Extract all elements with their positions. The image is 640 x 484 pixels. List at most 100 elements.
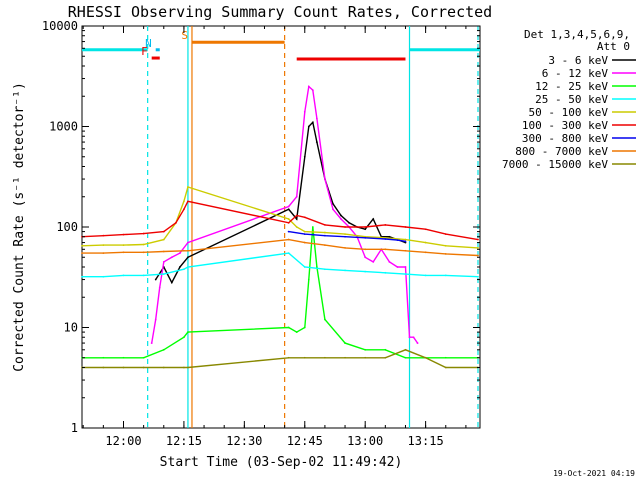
series-7-point-11 bbox=[364, 248, 367, 251]
series-1-point-21 bbox=[388, 260, 391, 263]
series-2-point-15 bbox=[364, 348, 367, 351]
series-5-point-16 bbox=[424, 228, 427, 231]
series-8-point-7 bbox=[287, 356, 290, 359]
series-7-point-4 bbox=[162, 250, 165, 253]
series-8-point-12 bbox=[384, 356, 387, 359]
series-line-4 bbox=[81, 186, 479, 249]
series-0-point-16 bbox=[364, 228, 367, 231]
series-4-point-0 bbox=[81, 244, 83, 247]
y-tick-label: 1000 bbox=[49, 120, 78, 134]
series-8-point-3 bbox=[142, 366, 145, 369]
series-7-point-7 bbox=[287, 238, 290, 241]
series-7-point-9 bbox=[324, 244, 326, 247]
series-2-point-3 bbox=[142, 356, 145, 359]
series-8-point-5 bbox=[183, 366, 185, 369]
series-5-point-15 bbox=[404, 226, 407, 228]
series-2-point-13 bbox=[324, 318, 326, 321]
series-line-5 bbox=[81, 200, 479, 241]
footer-timestamp: 19-Oct-2021 04:19 bbox=[553, 469, 635, 478]
y-tick-label: 100 bbox=[56, 220, 78, 234]
series-5-point-4 bbox=[162, 230, 165, 233]
series-6-point-0 bbox=[287, 230, 290, 233]
series-8-point-1 bbox=[102, 366, 105, 369]
series-2-point-1 bbox=[102, 356, 105, 359]
series-8-point-2 bbox=[122, 366, 125, 369]
series-2-point-7 bbox=[287, 326, 290, 329]
chart-title: RHESSI Observing Summary Count Rates, Co… bbox=[68, 3, 492, 21]
series-0-point-0 bbox=[154, 278, 157, 281]
series-4-point-18 bbox=[477, 246, 479, 249]
series-7-point-16 bbox=[477, 254, 479, 257]
series-5-point-5 bbox=[174, 221, 177, 224]
series-1-point-6 bbox=[187, 241, 189, 244]
series-5-point-17 bbox=[444, 233, 447, 235]
series-8-point-15 bbox=[444, 366, 447, 369]
series-5-point-6 bbox=[183, 208, 185, 211]
flag-label-2: N bbox=[145, 37, 152, 50]
series-5-point-10 bbox=[303, 216, 306, 219]
annotation-layer: FN S bbox=[82, 26, 480, 428]
series-0-point-12 bbox=[332, 202, 334, 205]
series-2-point-9 bbox=[303, 326, 306, 329]
x-tick-label: 12:00 bbox=[105, 434, 141, 448]
legend-label: 100 - 300 keV bbox=[522, 119, 608, 132]
y-axis-label: Corrected Count Rate (s⁻¹ detector⁻¹) bbox=[12, 82, 27, 372]
series-1-point-26 bbox=[416, 342, 419, 344]
series-4-point-4 bbox=[162, 238, 165, 241]
x-tick-label: 12:45 bbox=[287, 434, 323, 448]
series-1-point-11 bbox=[311, 89, 314, 92]
series-7-point-0 bbox=[81, 252, 83, 254]
series-1-point-22 bbox=[396, 266, 399, 268]
y-tick-label: 1 bbox=[71, 421, 78, 435]
legend-label: 12 - 25 keV bbox=[535, 80, 608, 93]
series-7-point-12 bbox=[384, 248, 387, 251]
flag-label-1: F bbox=[141, 45, 148, 58]
series-0-point-17 bbox=[372, 218, 375, 220]
series-4-point-17 bbox=[444, 244, 447, 247]
series-0-point-10 bbox=[315, 141, 318, 143]
series-2-point-17 bbox=[404, 356, 407, 359]
legend-label: 50 - 100 keV bbox=[529, 106, 609, 119]
series-2-point-14 bbox=[344, 342, 346, 344]
series-1-point-24 bbox=[408, 336, 411, 339]
series-4-point-11 bbox=[324, 231, 326, 234]
series-3-point-9 bbox=[324, 268, 326, 271]
series-7-point-13 bbox=[404, 249, 407, 252]
series-6-point-2 bbox=[324, 234, 326, 237]
x-tick-label: 12:15 bbox=[166, 434, 202, 448]
series-3-point-1 bbox=[102, 275, 105, 278]
series-7-point-15 bbox=[444, 252, 447, 255]
series-4-point-9 bbox=[295, 226, 298, 228]
series-6-point-1 bbox=[303, 233, 306, 235]
legend-label: 7000 - 15000 keV bbox=[502, 158, 608, 171]
legend-label: 800 - 7000 keV bbox=[515, 145, 608, 158]
x-tick-label: 13:00 bbox=[347, 434, 383, 448]
series-3-point-3 bbox=[142, 274, 145, 277]
series-6-point-4 bbox=[364, 236, 367, 239]
legend-label: 25 - 50 keV bbox=[535, 93, 608, 106]
series-2-point-6 bbox=[187, 331, 189, 333]
series-0-point-7 bbox=[303, 155, 306, 158]
series-2-point-8 bbox=[295, 331, 298, 333]
series-5-point-1 bbox=[102, 234, 105, 237]
series-1-point-3 bbox=[162, 260, 165, 263]
series-3-point-11 bbox=[364, 270, 367, 273]
series-2-point-12 bbox=[315, 266, 318, 268]
series-5-point-7 bbox=[187, 200, 189, 203]
series-0-point-13 bbox=[340, 214, 342, 217]
series-5-point-14 bbox=[384, 223, 387, 226]
series-8-point-6 bbox=[187, 366, 189, 369]
series-3-point-15 bbox=[444, 274, 447, 277]
legend-label: 6 - 12 keV bbox=[542, 67, 609, 80]
series-3-point-16 bbox=[477, 275, 479, 278]
series-line-3 bbox=[82, 252, 479, 278]
series-1-point-8 bbox=[295, 195, 298, 198]
axes-layer: 1 10 100 1000 10000 12:00 12:15 12:30 12:45 13:00… bbox=[42, 19, 480, 448]
series-5-point-8 bbox=[287, 221, 290, 224]
series-4-point-10 bbox=[303, 230, 306, 233]
series-1-point-13 bbox=[324, 178, 326, 180]
series-7-point-5 bbox=[183, 249, 185, 252]
